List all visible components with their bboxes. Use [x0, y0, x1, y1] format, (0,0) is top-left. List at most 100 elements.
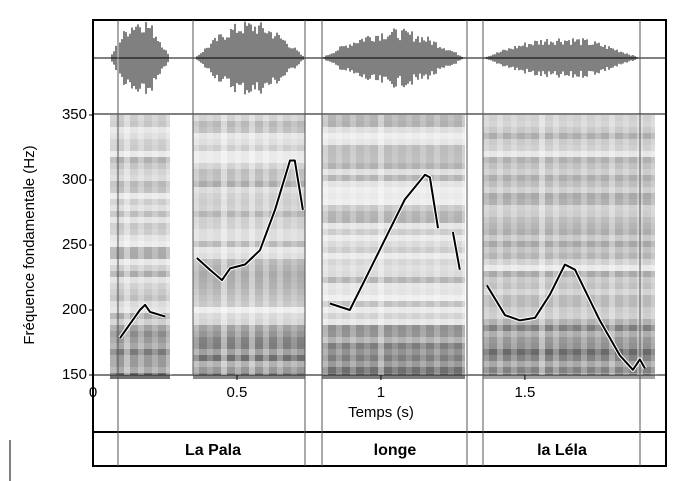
spectro-band — [110, 355, 170, 361]
waveform — [93, 21, 666, 95]
spectro-band — [110, 211, 170, 217]
spectro-stripe — [291, 115, 297, 375]
spectro-band — [322, 343, 465, 349]
spectro-band — [483, 331, 655, 337]
spectro-band — [110, 247, 170, 253]
spectro-band — [110, 115, 170, 121]
spectro-band — [322, 193, 465, 199]
spectro-band — [110, 217, 170, 223]
y-tick-label: 300 — [62, 171, 87, 188]
spectro-stripe — [553, 115, 559, 375]
spectro-stripe — [434, 115, 440, 375]
spectro-band — [483, 223, 655, 229]
spectro-band — [193, 175, 305, 181]
spectro-band — [322, 205, 465, 211]
spectro-band — [193, 283, 305, 289]
spectro-band — [322, 169, 465, 175]
spectro-stripe — [207, 115, 213, 375]
spectro-band — [483, 199, 655, 205]
spectro-band — [193, 169, 305, 175]
spectro-band — [110, 193, 170, 199]
spectro-stripe — [448, 115, 454, 375]
spectro-band — [110, 133, 170, 139]
spectro-band — [110, 181, 170, 187]
spectro-band — [483, 241, 655, 247]
spectro-band — [322, 121, 465, 127]
spectro-band — [110, 301, 170, 307]
spectro-band — [110, 259, 170, 265]
spectro-band — [322, 319, 465, 325]
spectro-band — [193, 181, 305, 187]
spectro-band — [110, 265, 170, 271]
spectro-band — [322, 187, 465, 193]
spectro-band — [483, 169, 655, 175]
spectro-band — [483, 175, 655, 181]
spectro-band — [110, 325, 170, 331]
spectro-band — [193, 121, 305, 127]
x-tick-label: 0 — [89, 384, 97, 401]
spectro-band — [483, 367, 655, 373]
spectro-band — [110, 361, 170, 367]
spectro-band — [322, 325, 465, 331]
spectro-stripe — [581, 115, 587, 375]
spectro-stripe — [651, 115, 657, 375]
y-tick-label: 350 — [62, 106, 87, 123]
spectro-band — [322, 145, 465, 151]
spectro-stripe — [350, 115, 356, 375]
spectro-band — [483, 289, 655, 295]
spectro-band — [483, 127, 655, 133]
spectro-stripe — [609, 115, 615, 375]
x-tick-label: 0.5 — [227, 384, 248, 401]
spectro-band — [322, 337, 465, 343]
spectro-band — [193, 127, 305, 133]
x-axis-label: Temps (s) — [348, 404, 414, 421]
spectro-band — [322, 253, 465, 259]
spectro-band — [193, 337, 305, 343]
spectro-band — [322, 265, 465, 271]
spectro-band — [110, 229, 170, 235]
spectro-band — [110, 223, 170, 229]
spectro-band — [322, 211, 465, 217]
spectro-stripe — [263, 115, 269, 375]
spectro-band — [483, 271, 655, 277]
spectro-band — [483, 235, 655, 241]
spectro-band — [322, 349, 465, 355]
spectro-band — [322, 235, 465, 241]
spectro-band — [483, 133, 655, 139]
spectro-band — [483, 355, 655, 361]
spectro-band — [193, 271, 305, 277]
spectro-stripe — [336, 115, 342, 375]
spectro-band — [193, 319, 305, 325]
spectro-stripe — [406, 115, 412, 375]
spectro-stripe — [567, 115, 573, 375]
spectro-band — [110, 187, 170, 193]
spectro-band — [193, 211, 305, 217]
spectro-band — [322, 175, 465, 181]
spectro-band — [483, 277, 655, 283]
spectro-stripe — [193, 115, 199, 375]
spectro-band — [193, 187, 305, 193]
spectro-band — [322, 307, 465, 313]
spectro-band — [483, 337, 655, 343]
spectro-band — [483, 283, 655, 289]
spectro-stripe — [497, 115, 503, 375]
spectro-stripe — [235, 115, 241, 375]
spectro-stripe — [249, 115, 255, 375]
spectro-band — [483, 319, 655, 325]
spectro-band — [110, 175, 170, 181]
spectro-band — [193, 199, 305, 205]
tier-label: La Pala — [185, 442, 241, 459]
spectro-band — [193, 145, 305, 151]
spectro-band — [110, 313, 170, 319]
spectro-band — [483, 145, 655, 151]
spectro-band — [322, 283, 465, 289]
spectro-band — [110, 283, 170, 289]
spectro-band — [483, 217, 655, 223]
spectro-band — [193, 151, 305, 157]
spectro-band — [110, 337, 170, 343]
spectro-band — [193, 355, 305, 361]
spectro-band — [322, 241, 465, 247]
spectro-band — [110, 163, 170, 169]
